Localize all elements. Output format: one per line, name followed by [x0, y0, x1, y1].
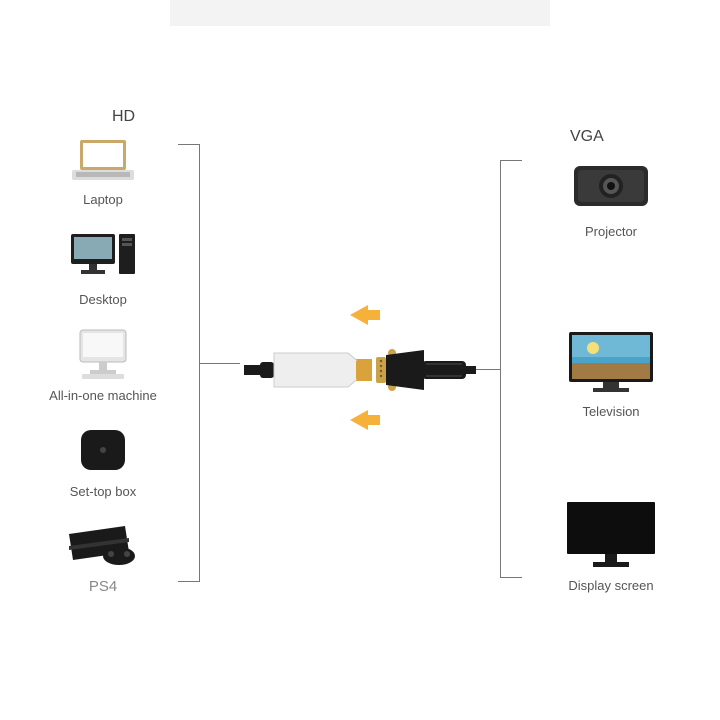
item-desktop: Desktop: [28, 230, 178, 307]
top-band: [170, 0, 550, 26]
vga-connector: [376, 347, 476, 398]
desktop-icon: [63, 230, 143, 286]
desktop-label: Desktop: [28, 292, 178, 307]
item-laptop: Laptop: [28, 136, 178, 207]
ps4-icon: [63, 516, 143, 572]
right-bracket: [500, 160, 522, 578]
left-title: HD: [112, 108, 135, 126]
arrow-bottom: [350, 410, 368, 430]
display-label: Display screen: [536, 578, 686, 593]
arrow-top: [350, 305, 368, 325]
tv-icon: [563, 328, 659, 398]
settop-label: Set-top box: [28, 484, 178, 499]
hdmi-connector: [244, 347, 374, 398]
settop-icon: [73, 422, 133, 478]
item-tv: Television: [536, 328, 686, 419]
item-display: Display screen: [536, 498, 686, 593]
display-icon: [561, 498, 661, 572]
laptop-label: Laptop: [28, 192, 178, 207]
aio-icon: [68, 326, 138, 382]
left-bracket-stem: [200, 363, 240, 364]
projector-icon: [566, 158, 656, 218]
ps4-label: PS4: [28, 578, 178, 595]
laptop-icon: [68, 136, 138, 186]
item-settop: Set-top box: [28, 422, 178, 499]
item-aio: All-in-one machine: [18, 326, 188, 403]
tv-label: Television: [536, 404, 686, 419]
item-ps4: PS4: [28, 516, 178, 595]
aio-label: All-in-one machine: [18, 388, 188, 403]
item-projector: Projector: [536, 158, 686, 239]
right-title: VGA: [570, 128, 604, 146]
projector-label: Projector: [536, 224, 686, 239]
